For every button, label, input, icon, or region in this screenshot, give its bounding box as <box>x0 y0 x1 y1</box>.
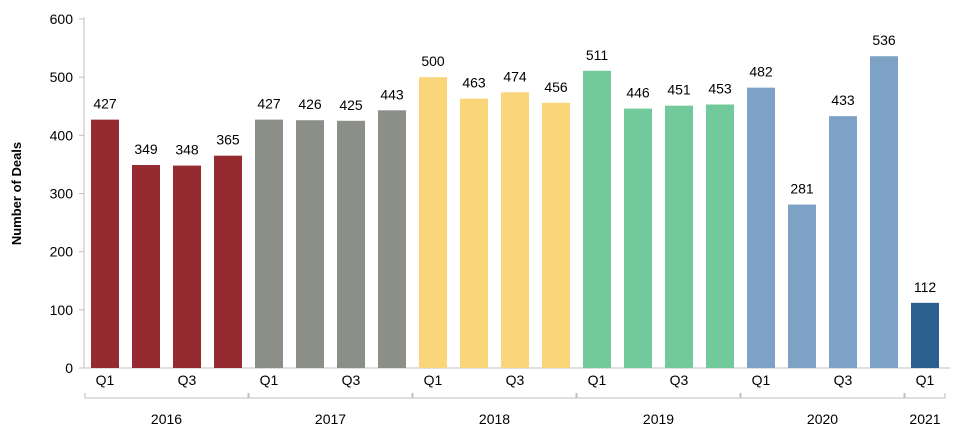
bar <box>132 164 160 368</box>
y-tick-label: 300 <box>50 186 74 202</box>
bar <box>624 108 652 369</box>
bar <box>788 204 816 368</box>
bar <box>706 104 734 368</box>
y-tick-label: 500 <box>50 69 74 85</box>
data-label: 536 <box>872 32 896 48</box>
data-label: 112 <box>914 279 937 295</box>
y-axis-title: Number of Deals <box>9 142 24 245</box>
year-bracket <box>248 393 413 399</box>
bar <box>214 155 242 368</box>
x-tick-label: Q3 <box>834 372 853 388</box>
x-tick-label: Q3 <box>506 372 525 388</box>
x-tick-label: Q3 <box>178 372 197 388</box>
x-tick-label: Q3 <box>342 372 361 388</box>
data-label: 427 <box>257 96 281 112</box>
data-label: 281 <box>790 181 814 197</box>
year-bracket <box>412 393 577 399</box>
bar <box>747 87 775 369</box>
year-label: 2016 <box>151 411 182 427</box>
bar <box>419 77 447 369</box>
bar <box>460 98 488 369</box>
year-bracket <box>740 393 905 399</box>
x-tick-label: Q1 <box>424 372 443 388</box>
year-label: 2017 <box>315 411 346 427</box>
data-label: 482 <box>749 64 773 80</box>
data-label: 348 <box>175 142 199 158</box>
bar <box>91 119 119 369</box>
year-label: 2021 <box>909 411 940 427</box>
year-bracket <box>576 393 741 399</box>
year-label: 2020 <box>807 411 838 427</box>
x-tick-label: Q1 <box>588 372 607 388</box>
bar <box>501 92 529 368</box>
y-tick-label: 400 <box>50 127 74 143</box>
data-label: 451 <box>667 82 691 98</box>
y-tick-label: 0 <box>65 360 73 376</box>
bar <box>870 56 898 369</box>
x-tick-label: Q1 <box>96 372 115 388</box>
data-label: 426 <box>298 96 322 112</box>
bar <box>337 120 365 369</box>
bar <box>173 165 201 368</box>
year-label: 2018 <box>479 411 510 427</box>
data-label: 463 <box>462 75 486 91</box>
y-tick-label: 200 <box>50 244 74 260</box>
bar <box>665 105 693 368</box>
x-tick-label: Q1 <box>916 372 935 388</box>
bar <box>378 110 406 369</box>
data-label: 349 <box>134 141 158 157</box>
year-label: 2019 <box>643 411 674 427</box>
data-label: 446 <box>626 85 650 101</box>
x-tick-label: Q1 <box>260 372 279 388</box>
data-label: 443 <box>380 86 404 102</box>
year-bracket <box>84 393 249 399</box>
year-bracket <box>904 393 946 399</box>
data-label: 500 <box>421 53 445 69</box>
x-tick-label: Q1 <box>752 372 771 388</box>
data-label: 456 <box>544 79 568 95</box>
bar <box>296 120 324 369</box>
bar <box>829 116 857 368</box>
bar <box>542 102 570 368</box>
y-tick-label: 100 <box>50 302 74 318</box>
data-label: 453 <box>708 81 732 97</box>
data-label: 433 <box>831 92 855 108</box>
data-label: 425 <box>339 97 363 113</box>
bar <box>583 70 611 368</box>
y-tick-label: 600 <box>50 11 74 27</box>
bar <box>255 119 283 369</box>
bar <box>911 302 939 368</box>
data-label: 474 <box>503 68 527 84</box>
data-label: 427 <box>93 96 117 112</box>
x-tick-label: Q3 <box>670 372 689 388</box>
data-label: 365 <box>216 132 240 148</box>
data-label: 511 <box>586 47 609 63</box>
